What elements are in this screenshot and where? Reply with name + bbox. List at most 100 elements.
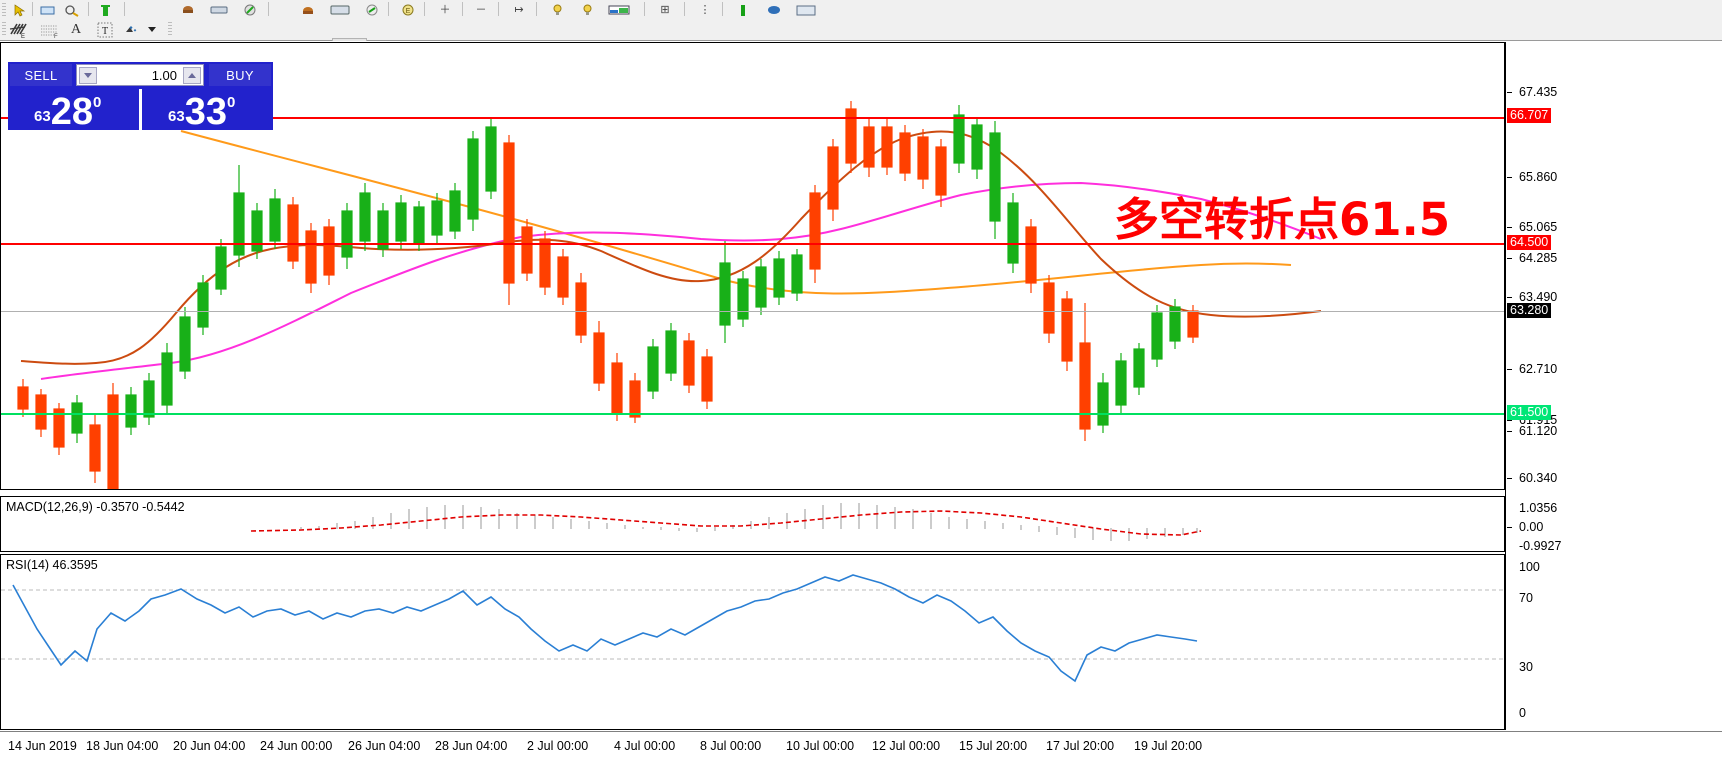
cursor-icon[interactable] [10,1,28,19]
time-label: 14 Jun 2019 [8,739,77,753]
objects-and-periods-toolbar[interactable]: E F A T M1 M5 M15 M30 H1 H4 D1 W1 MN [0,18,1722,58]
one-click-trading-panel[interactable]: SELL 1.00 BUY 63 28 0 63 33 0 [8,62,273,133]
rsi-indicator-pane[interactable]: RSI(14) 46.3595 [0,554,1505,730]
rsi-label-70: 70 [1519,591,1533,605]
main-toolbar[interactable]: E ＋ － ↦ ⊞ ⋮ [0,0,1722,19]
axis-tick [1507,527,1512,528]
new-chart-icon[interactable] [734,1,752,19]
chevron-up-icon [188,73,196,78]
macd-label: MACD(12,26,9) -0.3570 -0.5442 [6,500,185,514]
zoom-in-icon[interactable]: ＋ [439,3,451,16]
price-scale-axis[interactable]: 67.435 66.707 65.860 65.065 64.500 64.28… [1505,42,1722,730]
current-price-line [1,311,1504,312]
new-order-icon[interactable] [96,1,116,19]
candlestick-series [17,101,1322,489]
axis-tick [1507,258,1512,259]
crosshair-icon[interactable] [62,1,82,19]
support-line-61500[interactable] [1,413,1504,415]
timeframe-grip[interactable] [168,22,172,35]
price-label-62710: 62.710 [1519,362,1558,376]
price-label-65065: 65.065 [1519,220,1558,234]
axis-tick [1507,420,1512,421]
bulb-alt-icon[interactable] [578,1,596,19]
autoscroll-icon[interactable] [606,1,632,19]
buy-button[interactable]: BUY [209,64,271,86]
buy-price-fraction: 0 [226,94,236,111]
price-label-65860: 65.860 [1519,170,1558,184]
axis-tick [1507,369,1512,370]
chart-shift-icon[interactable]: ↦ [514,3,524,16]
chart-annotation: 多空转折点61.5 [1114,193,1451,246]
macd-indicator-pane[interactable]: MACD(12,26,9) -0.3570 -0.5442 [0,496,1505,552]
expert-advisors-icon[interactable]: E [398,1,418,19]
price-label-61120: 61.120 [1519,424,1558,438]
price-label-67435: 67.435 [1519,85,1558,99]
sell-price-integer: 63 [34,108,51,125]
time-label: 26 Jun 04:00 [348,739,421,753]
time-label: 8 Jul 00:00 [700,739,762,753]
indicators-icon[interactable] [764,1,784,19]
sell-price-pips: 28 [50,90,93,133]
time-label: 15 Jul 20:00 [959,739,1028,753]
price-label-60340: 60.340 [1519,471,1558,485]
volume-input[interactable]: 1.00 [76,64,204,86]
macd-label-bottom: -0.9927 [1519,539,1562,553]
line-chart-icon[interactable] [794,1,818,19]
buy-price-pips: 33 [184,90,227,133]
macd-label-top: 1.0356 [1519,501,1558,515]
grid-toggle-icon[interactable]: ⊞ [660,3,670,16]
candlestick-icon[interactable] [38,1,58,19]
time-label: 17 Jul 20:00 [1046,739,1115,753]
volume-increase-button[interactable] [183,67,201,84]
objects-list-icon[interactable] [122,21,144,39]
trade-panel-controls[interactable]: SELL 1.00 BUY [8,62,273,88]
market-watch-icon[interactable] [298,1,318,19]
sell-price-display[interactable]: 63 28 0 [8,89,138,133]
bulb-icon[interactable] [548,1,566,19]
axis-tick [1507,431,1512,432]
time-label: 19 Jul 20:00 [1134,739,1203,753]
rsi-label-0: 0 [1519,706,1526,720]
svg-text:E: E [406,8,411,15]
sell-button[interactable]: SELL [10,64,72,86]
strategy-tester-icon[interactable] [362,1,382,19]
svg-text:E: E [21,34,25,39]
chevron-down-icon[interactable] [146,23,158,35]
terminal-icon[interactable] [208,1,230,19]
text-object-icon[interactable]: T [94,21,116,39]
rsi-label: RSI(14) 46.3595 [6,558,98,572]
svg-text:F: F [54,34,58,38]
price-label-64285: 64.285 [1519,251,1558,265]
templates-icon[interactable] [178,1,198,19]
time-label: 10 Jul 00:00 [786,739,855,753]
price-label-61500: 61.500 [1507,405,1552,420]
time-label: 12 Jul 00:00 [872,739,941,753]
resistance-line-64500[interactable] [1,243,1504,245]
rsi-label-30: 30 [1519,660,1533,674]
buy-price-display[interactable]: 63 33 0 [142,89,272,133]
price-label-63490: 63.490 [1519,290,1558,304]
navigator-icon[interactable] [240,1,260,19]
period-separator-icon[interactable]: ⋮ [699,3,711,16]
toolbar-grip-2[interactable] [2,22,6,35]
fibonacci-grid-icon[interactable]: F [38,21,62,39]
toolbar-grip[interactable] [2,3,6,16]
time-label: 20 Jun 04:00 [173,739,246,753]
axis-tick [1507,92,1512,93]
data-window-icon[interactable] [328,1,352,19]
current-price-label: 63.280 [1507,303,1552,318]
time-label: 24 Jun 00:00 [260,739,333,753]
sell-price-fraction: 0 [92,94,102,111]
rsi-series [1,574,1504,683]
volume-decrease-button[interactable] [79,67,97,84]
time-scale-axis[interactable]: 14 Jun 2019 18 Jun 04:00 20 Jun 04:00 24… [0,731,1722,762]
buy-price-integer: 63 [168,108,185,125]
chevron-down-icon [84,73,92,78]
svg-text:T: T [102,26,108,37]
time-label: 18 Jun 04:00 [86,739,159,753]
expert-advisors-icon[interactable]: E [8,21,30,39]
resistance-line-66707[interactable] [1,117,1504,119]
zoom-out-icon[interactable]: － [475,3,487,16]
text-label-icon[interactable]: A [70,22,82,37]
axis-tick [1507,478,1512,479]
